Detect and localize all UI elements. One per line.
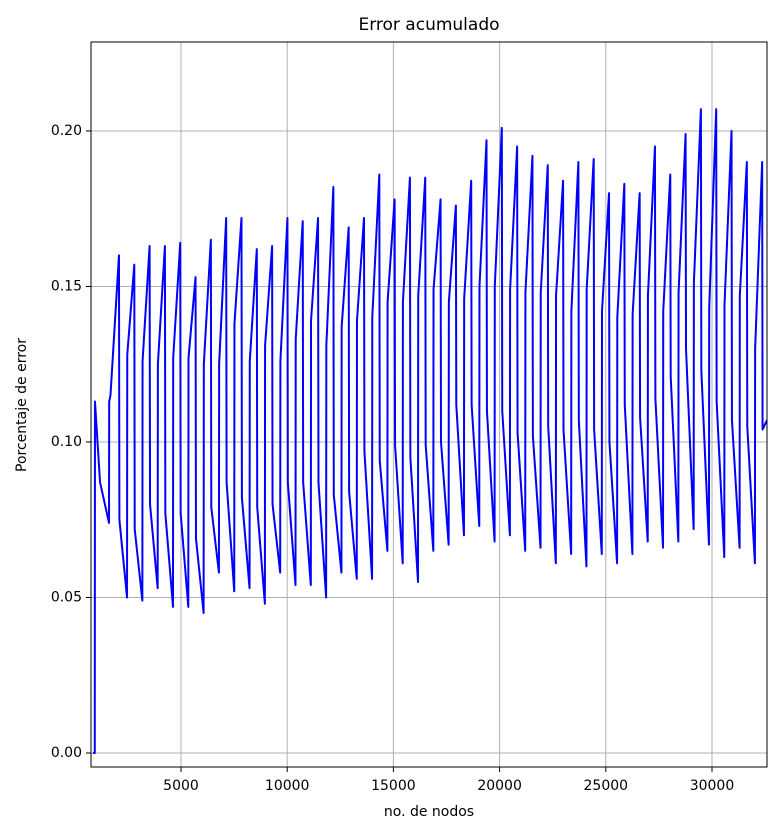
- y-tick-label: 0.10: [51, 434, 82, 450]
- plot-frame: [90, 41, 768, 768]
- y-tick-label: 0.00: [51, 745, 82, 761]
- y-tick-label: 0.05: [51, 589, 82, 605]
- chart-title: Error acumulado: [358, 15, 499, 35]
- y-tick-label: 0.20: [51, 123, 82, 139]
- x-axis-label: no. de nodos: [384, 804, 474, 820]
- x-tick-label: 10000: [265, 778, 310, 794]
- y-axis-label: Porcentaje de error: [14, 338, 30, 472]
- x-tick-label: 15000: [371, 778, 416, 794]
- x-tick-label: 5000: [163, 778, 199, 794]
- x-tick-label: 25000: [584, 778, 629, 794]
- x-tick-label: 20000: [477, 778, 522, 794]
- x-tick-label: 30000: [690, 778, 735, 794]
- data-line: [93, 108, 767, 754]
- y-tick-label: 0.15: [51, 278, 82, 294]
